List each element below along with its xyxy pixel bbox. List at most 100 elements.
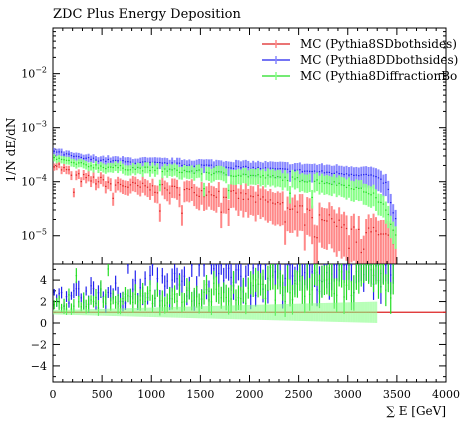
ratio-band-segment — [293, 303, 297, 321]
ratio-band-segment — [107, 308, 110, 316]
ratio-band-segment — [55, 310, 58, 315]
main-series-group — [53, 147, 397, 264]
ratio-band-segment — [114, 308, 117, 317]
ratio-y-tick-label: 4 — [40, 274, 47, 287]
ratio-band-segment — [264, 304, 267, 321]
ratio-band-segment — [121, 308, 125, 317]
x-tick-label: 3000 — [334, 388, 362, 401]
x-tick-label: 2000 — [236, 388, 264, 401]
ratio-band-segment — [247, 304, 250, 320]
ratio-band-segment — [266, 304, 270, 321]
ratio-band-segment — [274, 304, 277, 321]
x-axis-label: ∑ E [GeV] — [386, 404, 446, 418]
ratio-band-segment — [350, 302, 353, 323]
ratio-band-segment — [185, 306, 189, 318]
ratio-band-segment — [126, 308, 130, 317]
ratio-band-segment — [340, 302, 343, 323]
ratio-y-tick-label: −2 — [31, 338, 47, 351]
ratio-band-segment — [205, 306, 208, 319]
ratio-band-segment — [131, 308, 135, 317]
ratio-band-segment — [232, 305, 235, 320]
ratio-series-group — [53, 264, 446, 323]
ratio-band-segment — [80, 309, 83, 316]
ratio-band-segment — [256, 304, 260, 320]
ratio-band-segment — [104, 308, 108, 316]
ratio-band-segment — [163, 307, 166, 318]
ratio-band-segment — [222, 305, 225, 319]
ratio-band-segment — [320, 303, 324, 322]
ratio-band-segment — [347, 302, 351, 323]
ratio-band-segment — [352, 302, 356, 323]
x-axis: 0 500 1000 1500 2000 2500 3000 3500 4000 — [50, 28, 460, 401]
ratio-y-tick-label: −4 — [31, 360, 47, 373]
ratio-band-segment — [249, 304, 252, 320]
ratio-band-segment — [251, 304, 255, 320]
ratio-panel: −4 −2 0 2 4 0 500 1000 1500 2000 2500 3000 3500 4000… — [31, 28, 460, 418]
ratio-band-segment — [180, 306, 184, 318]
ratio-band-segment — [278, 304, 282, 321]
ratio-band-segment — [224, 305, 228, 319]
ratio-band-segment — [136, 307, 139, 317]
ratio-band-segment — [183, 306, 186, 318]
chart-title: ZDC Plus Energy Deposition — [53, 7, 241, 22]
ratio-band-segment — [337, 302, 341, 322]
ratio-band-segment — [134, 307, 137, 317]
main-y-axis: 10−5 10−4 10−3 10−2 — [21, 31, 446, 243]
ratio-band-segment — [239, 305, 243, 320]
ratio-band-segment — [60, 309, 63, 315]
ratio-band-segment — [158, 307, 162, 318]
ratio-band-segment — [94, 309, 98, 316]
ratio-band-segment — [291, 303, 294, 321]
ratio-band-segment — [244, 305, 248, 320]
ratio-band-segment — [355, 302, 358, 323]
ratio-band-segment — [286, 303, 289, 321]
ratio-band-segment — [271, 304, 275, 321]
ratio-band-segment — [360, 302, 363, 323]
ratio-band-segment — [195, 306, 198, 319]
ratio-band-segment — [276, 304, 279, 321]
ratio-band-segment — [296, 303, 299, 321]
ratio-band-segment — [188, 306, 191, 318]
ratio-band-segment — [151, 307, 154, 318]
ratio-y-tick-label: 0 — [40, 317, 47, 330]
ratio-band-segment — [197, 306, 201, 319]
ratio-band-segment — [310, 303, 314, 322]
ratio-band-segment — [357, 302, 361, 323]
legend-label: MC (Pythia8SDbothsides) — [300, 37, 457, 51]
ratio-band-segment — [178, 306, 181, 318]
x-tick-label: 2500 — [285, 388, 313, 401]
ratio-band-segment — [62, 309, 66, 315]
ratio-band-segment — [330, 302, 334, 322]
ratio-band-segment — [82, 309, 85, 316]
ratio-band-segment — [234, 305, 238, 320]
x-tick-label: 500 — [92, 388, 113, 401]
ratio-band-segment — [77, 309, 81, 316]
ratio-band-segment — [328, 302, 331, 322]
ratio-band-segment — [200, 306, 203, 319]
ratio-band-segment — [84, 309, 88, 316]
y-tick-label: 10−3 — [21, 120, 47, 135]
ratio-band-segment — [374, 301, 378, 323]
x-tick-label: 3500 — [383, 388, 411, 401]
x-tick-label: 4000 — [432, 388, 460, 401]
ratio-band-segment — [153, 307, 157, 318]
legend-label: MC (Pythia8DDbothsides) — [300, 53, 458, 67]
ratio-band-segment — [227, 305, 230, 320]
ratio-band-segment — [362, 301, 365, 323]
ratio-band-segment — [170, 307, 174, 318]
ratio-band-segment — [237, 305, 240, 320]
ratio-band-segment — [254, 304, 257, 320]
ratio-band-segment — [143, 307, 147, 317]
ratio-band-segment — [97, 308, 100, 316]
ratio-band-segment — [138, 307, 142, 317]
ratio-band-segment — [193, 306, 196, 319]
y-tick-label: 10−4 — [21, 174, 47, 189]
ratio-band-segment — [190, 306, 194, 319]
ratio-band-segment — [87, 309, 90, 316]
ratio-band-segment — [229, 305, 233, 320]
ratio-band-segment — [333, 302, 336, 322]
ratio-band-segment — [119, 308, 122, 317]
ratio-band-segment — [261, 304, 265, 320]
series-0 — [53, 160, 397, 264]
